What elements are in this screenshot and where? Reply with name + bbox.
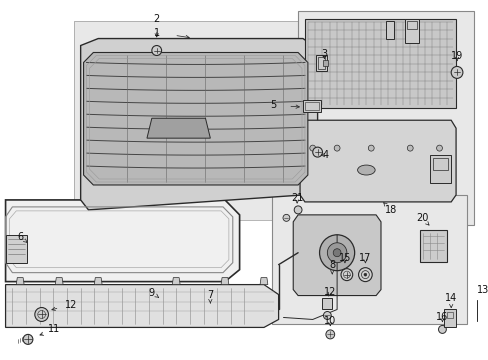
Bar [303, 100, 320, 112]
Text: 19: 19 [450, 51, 462, 62]
Circle shape [450, 67, 462, 78]
Circle shape [309, 145, 315, 151]
Polygon shape [147, 118, 210, 138]
Text: 15: 15 [338, 253, 350, 263]
Circle shape [323, 311, 330, 319]
Circle shape [367, 145, 373, 151]
Circle shape [358, 268, 371, 282]
Polygon shape [94, 278, 102, 285]
Polygon shape [293, 215, 380, 296]
Text: 17: 17 [359, 253, 371, 263]
Polygon shape [55, 278, 63, 285]
Bar [476, 300, 488, 321]
Bar [447, 312, 452, 319]
Ellipse shape [357, 165, 374, 175]
Polygon shape [74, 21, 322, 220]
Circle shape [333, 145, 339, 151]
Polygon shape [83, 53, 307, 185]
Bar [405, 19, 418, 42]
Text: 14: 14 [444, 293, 456, 302]
Polygon shape [260, 278, 267, 285]
Circle shape [35, 307, 48, 321]
Circle shape [312, 147, 322, 157]
Bar [315, 55, 326, 71]
Text: 18: 18 [384, 205, 396, 215]
Bar [323, 60, 327, 67]
Bar [5, 235, 27, 263]
Circle shape [363, 273, 366, 276]
Text: 1: 1 [153, 28, 160, 37]
Circle shape [23, 334, 33, 345]
Circle shape [152, 45, 161, 55]
Text: 12: 12 [64, 300, 77, 310]
Bar [444, 310, 455, 328]
Bar [74, 21, 322, 220]
Text: 20: 20 [415, 213, 427, 223]
Polygon shape [81, 39, 317, 210]
Text: 4: 4 [322, 150, 328, 160]
Polygon shape [221, 278, 228, 285]
Circle shape [319, 235, 354, 271]
Text: 16: 16 [435, 312, 447, 323]
Text: 8: 8 [328, 260, 335, 270]
Bar [298, 11, 473, 225]
Bar [305, 19, 455, 108]
Circle shape [326, 243, 346, 263]
Text: 7: 7 [207, 289, 213, 300]
Polygon shape [172, 278, 180, 285]
Bar [429, 155, 450, 183]
Polygon shape [16, 278, 24, 285]
Text: 3: 3 [321, 49, 327, 59]
Bar [407, 21, 416, 28]
Polygon shape [5, 285, 278, 328]
Circle shape [294, 206, 302, 214]
Text: 2: 2 [153, 14, 160, 24]
Bar [432, 158, 447, 170]
Text: 13: 13 [476, 284, 488, 294]
Bar [385, 21, 393, 39]
Text: 21: 21 [290, 193, 303, 203]
Circle shape [332, 249, 340, 257]
Circle shape [436, 145, 442, 151]
Bar [317, 58, 325, 69]
Text: 5: 5 [270, 100, 276, 110]
Polygon shape [5, 200, 239, 282]
Text: 12: 12 [324, 287, 336, 297]
Polygon shape [300, 120, 455, 202]
Text: 10: 10 [324, 316, 336, 327]
Circle shape [340, 269, 352, 280]
Circle shape [407, 145, 412, 151]
Bar [305, 102, 318, 110]
Text: 9: 9 [148, 288, 155, 298]
Circle shape [438, 325, 446, 333]
Circle shape [283, 214, 289, 221]
Bar [271, 195, 466, 324]
Bar [322, 298, 331, 310]
Text: 6: 6 [17, 232, 23, 242]
Bar [419, 230, 447, 262]
Circle shape [325, 330, 334, 339]
Text: 11: 11 [48, 324, 61, 334]
